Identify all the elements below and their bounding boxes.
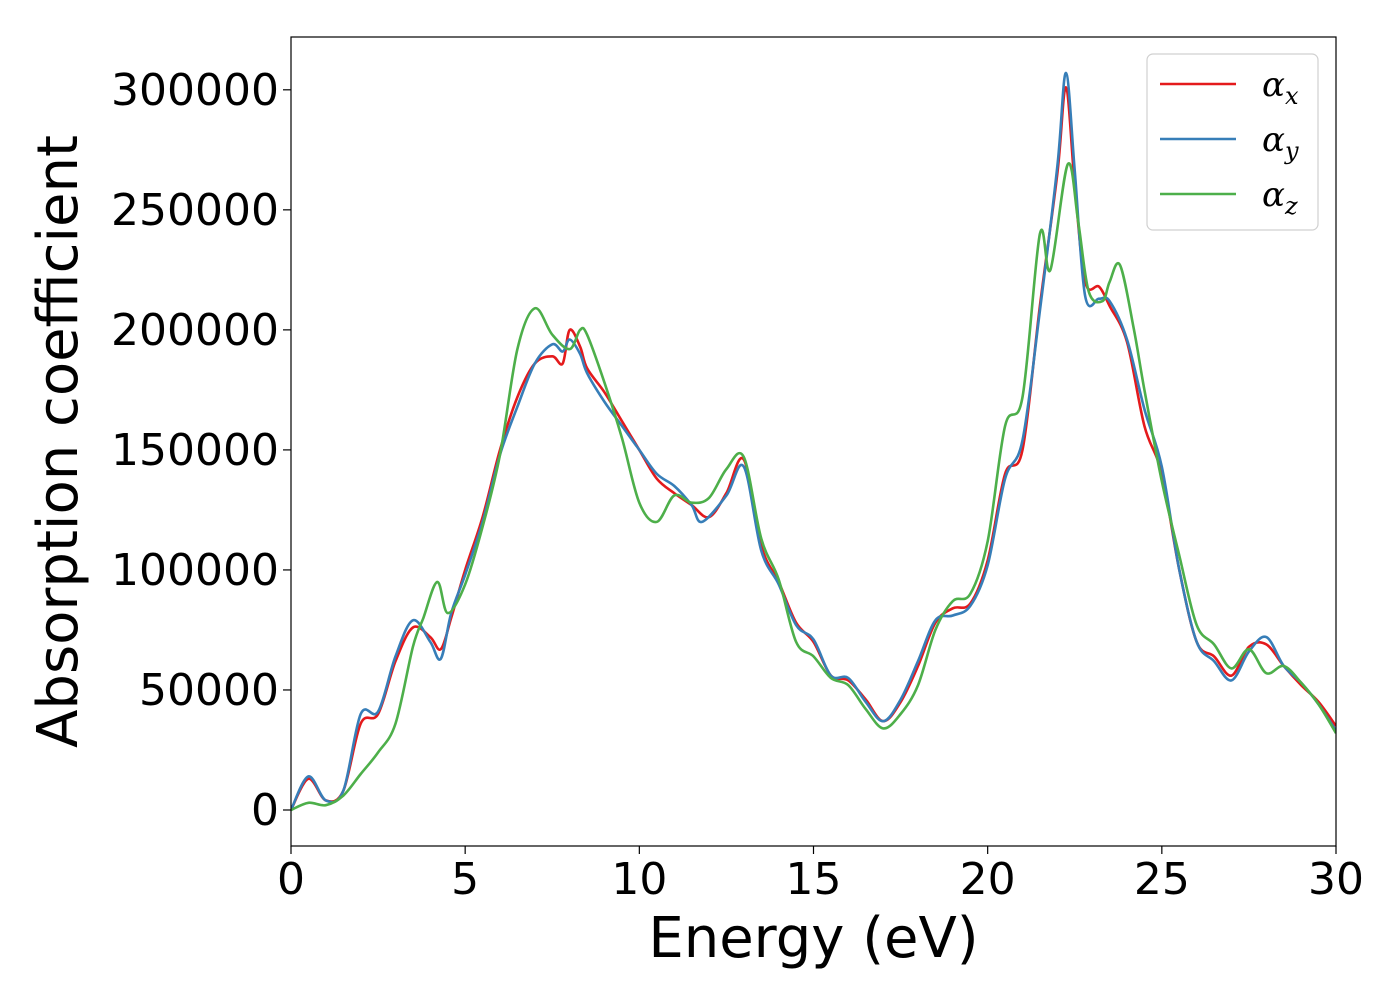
legend-box — [1146, 53, 1319, 231]
y-tick-label: 150000 — [111, 425, 279, 476]
x-tick-label: 10 — [611, 854, 667, 905]
x-tick-label: 15 — [786, 854, 842, 905]
x-tick-label: 20 — [960, 854, 1016, 905]
x-axis-ticks: 0 5 10 15 20 25 30 — [277, 846, 1364, 905]
y-tick-label: 0 — [251, 785, 279, 836]
x-axis-label: Energy (eV) — [648, 906, 978, 971]
y-tick-label: 50000 — [139, 665, 279, 716]
x-tick-label: 0 — [277, 854, 305, 905]
legend-label-y: αy — [1262, 120, 1299, 165]
legend-label-x: αx — [1262, 65, 1299, 110]
series-line-y — [291, 71, 1336, 811]
series-line-z — [291, 162, 1336, 812]
y-axis-ticks: 0 50000 100000 150000 200000 250000 300000 — [111, 65, 291, 836]
x-tick-label: 5 — [451, 854, 479, 905]
x-tick-label: 25 — [1134, 854, 1190, 905]
y-tick-label: 300000 — [111, 65, 279, 116]
legend-label-z: αz — [1262, 175, 1298, 220]
series-layer — [291, 71, 1336, 812]
y-tick-label: 100000 — [111, 545, 279, 596]
y-axis-label: Absorption coefficient — [26, 135, 91, 748]
y-tick-label: 250000 — [111, 185, 279, 236]
x-tick-label: 30 — [1308, 854, 1364, 905]
y-tick-label: 200000 — [111, 305, 279, 356]
legend: αx αy αz — [1146, 53, 1319, 231]
